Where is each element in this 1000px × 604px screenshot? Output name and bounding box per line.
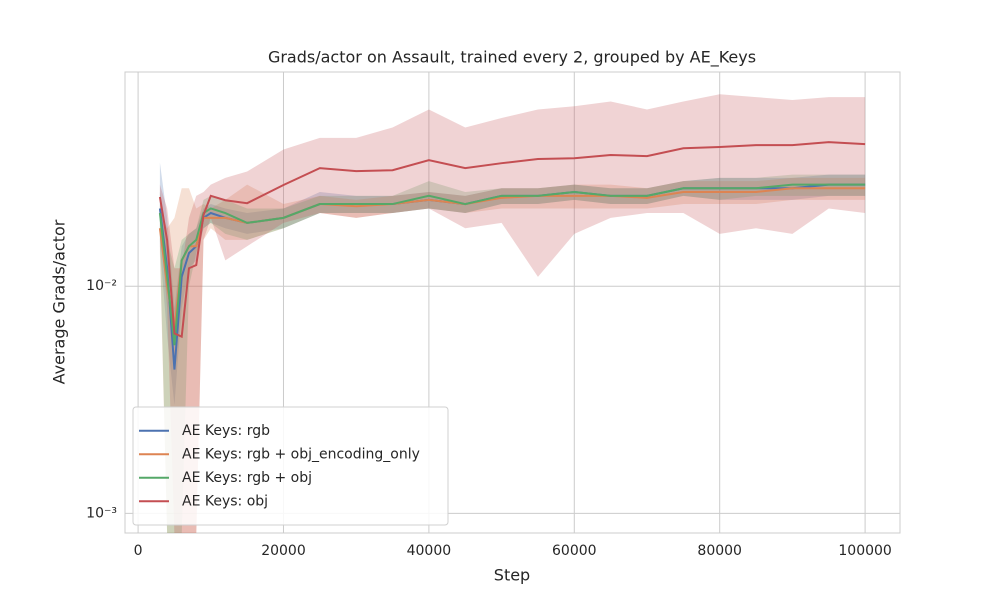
- labels: 0 20000 40000 60000 80000 100000 10⁻³ 10⁻²: [86, 278, 892, 559]
- lines: [158, 141, 866, 370]
- legend-label: AE Keys: obj: [182, 493, 268, 509]
- legend-label: AE Keys: rgb + obj: [182, 470, 312, 486]
- x-tick-label: 100000: [838, 543, 891, 559]
- y-tick-label: 10⁻³: [86, 505, 117, 521]
- series-line: [158, 183, 866, 346]
- legend-box: [132, 406, 449, 526]
- confidence-band: [159, 174, 866, 533]
- x-tick-label: 40000: [407, 543, 452, 559]
- x-axis-label: Step: [494, 566, 530, 585]
- chart-title: Grads/actor on Assault, trained every 2,…: [268, 48, 756, 68]
- y-tick-label: 10⁻²: [86, 278, 117, 294]
- confidence-band: [159, 177, 866, 533]
- x-tick-label: 0: [134, 543, 143, 559]
- x-tick-label: 20000: [261, 543, 306, 559]
- x-tick-label: 80000: [697, 543, 742, 559]
- legend-label: AE Keys: rgb + obj_encoding_only: [182, 446, 420, 462]
- y-axis-label: Average Grads/actor: [50, 219, 69, 384]
- legend: AE Keys: rgb AE Keys: rgb + obj_encoding_…: [132, 406, 449, 526]
- x-tick-label: 60000: [552, 543, 597, 559]
- series-line: [158, 141, 866, 339]
- confidence-band: [159, 162, 866, 406]
- legend-label: AE Keys: rgb: [182, 423, 270, 439]
